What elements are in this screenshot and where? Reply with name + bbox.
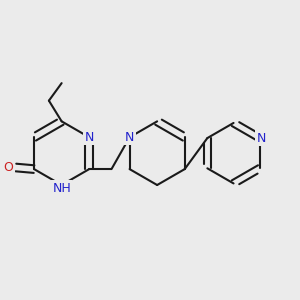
Text: NH: NH: [52, 182, 71, 195]
Text: N: N: [125, 131, 134, 144]
Text: N: N: [256, 132, 266, 145]
Text: O: O: [4, 161, 14, 174]
Text: N: N: [85, 131, 94, 144]
